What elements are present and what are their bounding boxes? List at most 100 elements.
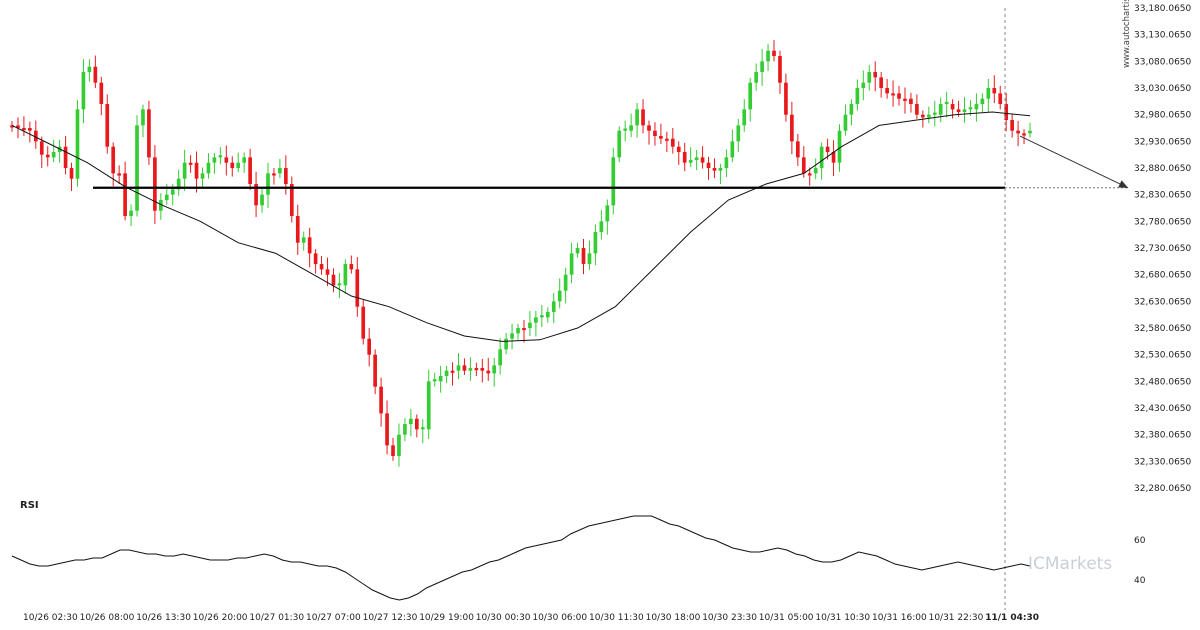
candle-body: [307, 237, 312, 254]
candle-body: [807, 173, 812, 176]
candle-body: [278, 168, 282, 174]
candle-body: [926, 114, 931, 118]
candle-body: [730, 141, 735, 158]
candle: [450, 362, 455, 386]
candle: [444, 365, 449, 383]
candle-body: [349, 264, 354, 270]
candle: [653, 122, 657, 146]
candle: [926, 106, 931, 124]
candle: [754, 63, 758, 91]
x-tick-label: 10/27 07:00: [306, 613, 361, 623]
candle-body: [182, 162, 187, 179]
candle: [289, 176, 294, 223]
candle: [63, 136, 68, 175]
candle: [736, 118, 741, 153]
candle-body: [641, 109, 645, 126]
candle-body: [28, 128, 32, 131]
candle: [730, 129, 735, 163]
candle: [534, 310, 538, 337]
candle: [879, 72, 884, 98]
y-tick-label: 32,830.0650: [1134, 191, 1192, 201]
candle-body: [69, 168, 74, 179]
candle-body: [248, 157, 252, 185]
candle-body: [432, 379, 437, 382]
candle-body: [593, 232, 598, 254]
candle-body: [403, 424, 407, 435]
candle-body: [843, 114, 848, 131]
candle-body: [938, 104, 943, 115]
x-tick-label: 10/31 05:00: [759, 613, 814, 623]
candle-body: [760, 61, 764, 73]
candle-body: [438, 376, 443, 382]
candle: [599, 210, 604, 240]
candle: [236, 152, 241, 173]
watermark-text: www.autochartist.com: [1122, 0, 1132, 68]
candle-body: [456, 365, 461, 371]
candle: [462, 358, 467, 375]
candle: [932, 100, 937, 127]
candle: [301, 231, 306, 251]
rsi-tick-label: 40: [1134, 576, 1146, 586]
candle: [1016, 121, 1020, 147]
candle-body: [688, 160, 693, 163]
candle: [659, 123, 663, 145]
candle-body: [801, 157, 806, 174]
candle: [688, 147, 693, 167]
candle-body: [420, 427, 425, 430]
x-axis-labels: 10/26 02:30 10/26 08:00 10/26 13:30 10/26 2…: [23, 613, 1039, 623]
candle-body: [1004, 104, 1009, 121]
candle-body: [534, 317, 538, 323]
candle: [772, 40, 776, 62]
candle-body: [45, 154, 50, 158]
candle-body: [1028, 130, 1032, 134]
x-tick-label: 10/26 20:00: [193, 613, 248, 623]
x-tick-label: 10/31 16:00: [872, 613, 927, 623]
candle: [254, 171, 258, 218]
candle-body: [474, 368, 479, 371]
candle: [230, 156, 235, 177]
candle-body: [51, 152, 56, 158]
candle-body: [551, 301, 556, 313]
candle: [593, 224, 598, 266]
candle-body: [284, 168, 288, 185]
candle-body: [331, 274, 336, 286]
candle: [135, 115, 139, 217]
candle-body: [944, 101, 949, 105]
y-tick-label: 33,180.0650: [1134, 4, 1192, 14]
candle-body: [1010, 120, 1014, 131]
candle-body: [325, 269, 330, 275]
candle: [212, 153, 217, 174]
candle: [510, 323, 514, 350]
candle: [456, 353, 461, 380]
candle-body: [373, 354, 377, 387]
candle-body: [147, 109, 151, 158]
candle: [778, 50, 782, 94]
candle-body: [540, 315, 544, 318]
x-tick-label: 10/27 12:30: [363, 613, 418, 623]
candle-body: [903, 98, 907, 101]
candle-body: [16, 125, 20, 129]
candle-body: [647, 125, 651, 131]
candle: [141, 104, 145, 138]
candle-body: [784, 82, 788, 115]
candle: [742, 99, 747, 132]
candle: [373, 349, 377, 395]
candle: [337, 273, 342, 299]
candle: [99, 76, 104, 116]
candle: [129, 204, 133, 227]
candle: [938, 97, 943, 123]
candle: [194, 151, 199, 193]
candle: [587, 240, 592, 270]
candle-body: [778, 56, 782, 83]
candle-body: [700, 157, 705, 163]
candle-body: [468, 368, 473, 371]
candle-body: [254, 184, 258, 206]
candle-body: [242, 157, 247, 163]
candle-body: [665, 138, 669, 141]
candle: [807, 167, 812, 186]
y-tick-label: 32,880.0650: [1134, 164, 1192, 174]
candle: [635, 102, 639, 138]
candle-body: [301, 237, 306, 243]
candle: [563, 267, 568, 304]
